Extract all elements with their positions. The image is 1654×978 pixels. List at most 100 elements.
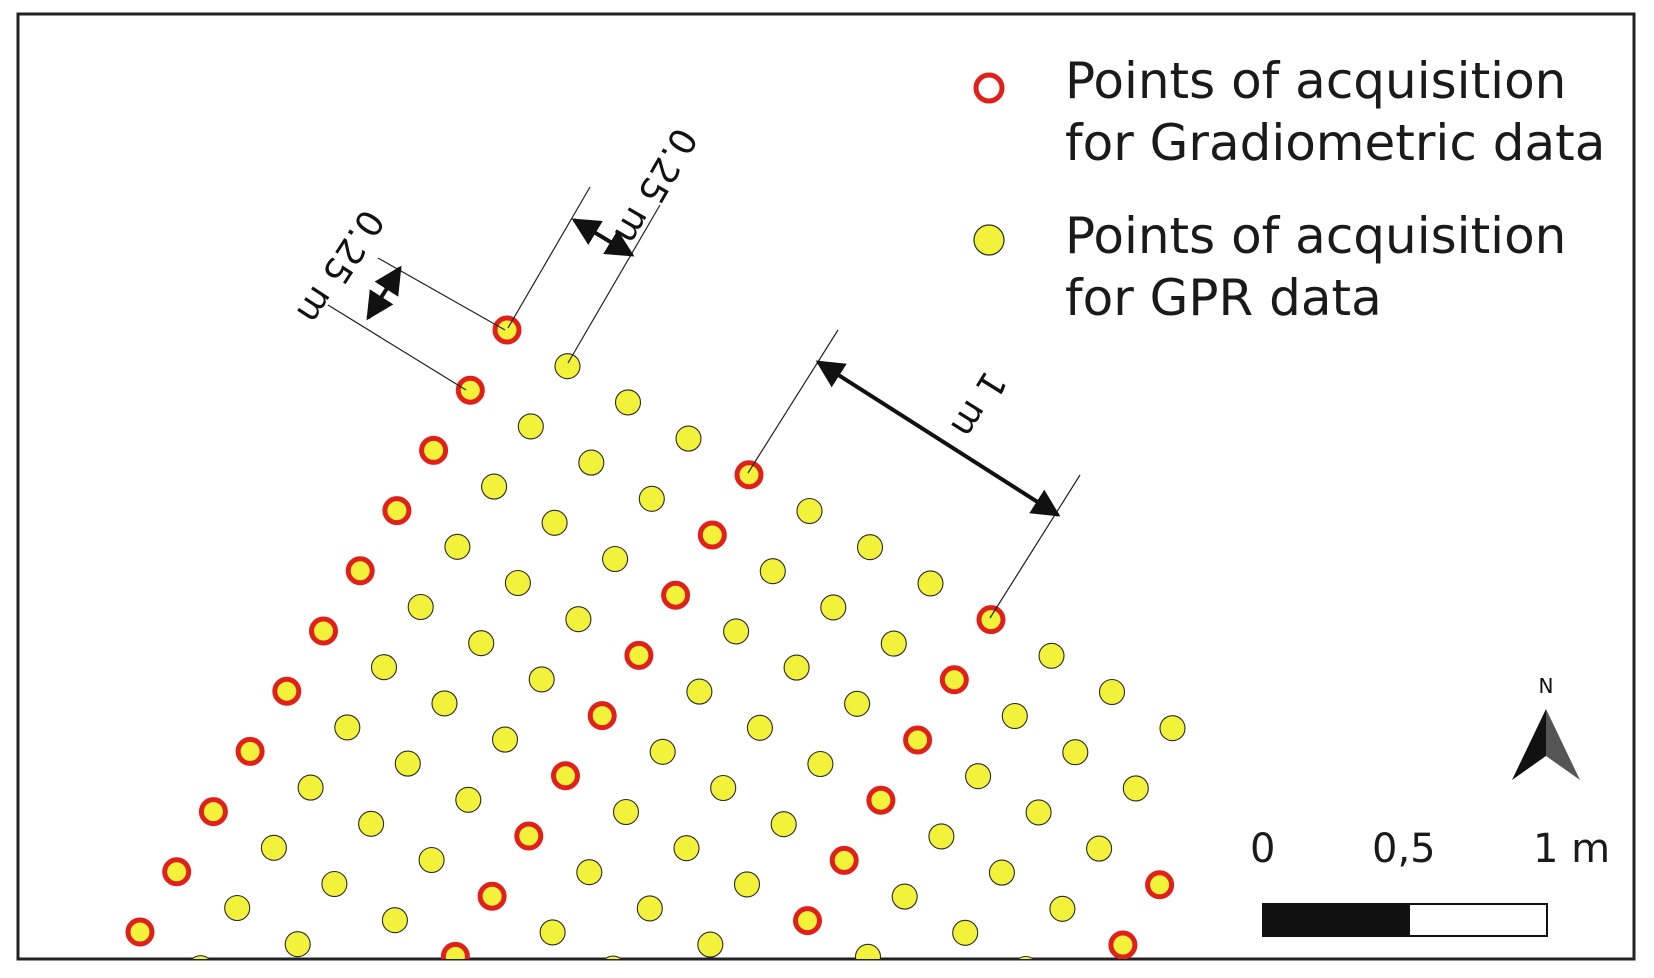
gpr-point (783, 654, 810, 681)
gpr-point (746, 714, 773, 741)
gradiometric-point (455, 375, 485, 405)
gpr-point (431, 690, 458, 717)
gpr-point (891, 883, 918, 910)
gpr-point (565, 606, 592, 633)
gpr-point (1122, 775, 1149, 802)
gpr-point (407, 593, 434, 621)
legend-gpr-text: Points of acquisition for GPR data (1065, 205, 1566, 329)
gpr-point (880, 630, 907, 657)
gpr-point (770, 811, 797, 838)
gpr-point (614, 389, 642, 416)
gpr-point (988, 859, 1015, 886)
gradiometric-point (162, 857, 192, 887)
gradiometric-point (309, 616, 338, 646)
gpr-point (517, 413, 544, 440)
gpr-point (481, 473, 508, 500)
legend-gpr-line1: Points of acquisition (1065, 207, 1567, 265)
gpr-point (1159, 715, 1186, 742)
gradiometric-point (759, 969, 783, 974)
gpr-point (796, 497, 823, 525)
scale-bar-segment-dark (1262, 903, 1410, 937)
gpr-point (321, 870, 348, 898)
gradiometric-point (734, 460, 764, 490)
gpr-point (578, 449, 605, 476)
gpr-point (759, 558, 786, 585)
gpr-point (576, 859, 603, 886)
gpr-point (541, 509, 568, 536)
scale-label-0-5: 0,5 (1372, 826, 1436, 872)
gpr-point (733, 871, 761, 898)
extension-line (989, 474, 1081, 619)
gpr-point (673, 835, 700, 862)
scale-label-1m: 1 m (1533, 826, 1611, 872)
gpr-point (491, 726, 519, 753)
gradiometric-point (1145, 870, 1175, 900)
gpr-point (1025, 799, 1052, 826)
gpr-point (952, 919, 979, 946)
gpr-point (638, 485, 665, 512)
gpr-point (370, 654, 398, 681)
gradiometric-point (125, 917, 155, 947)
gradiometric-point (345, 556, 375, 586)
gpr-point (381, 907, 408, 934)
gpr-point (1049, 895, 1076, 922)
gradiometric-point (829, 845, 859, 875)
gpr-point (1062, 739, 1089, 766)
gpr-point (820, 594, 847, 621)
scale-bar-segment-light (1408, 903, 1548, 937)
gpr-point (554, 353, 581, 380)
gradiometric-point (198, 797, 228, 827)
gradiometric-point (272, 676, 302, 706)
gradiometric-point (551, 761, 580, 791)
scale-bar (1262, 903, 1548, 937)
dimension-arrow (366, 265, 402, 321)
gpr-point (844, 690, 871, 717)
gpr-point (697, 931, 724, 958)
gradiometric-point (697, 520, 727, 550)
dimension-arrow (815, 360, 1061, 517)
gpr-point (710, 774, 737, 802)
gradiometric-point (514, 821, 544, 851)
gradiometric-point (382, 496, 412, 526)
gpr-point (1001, 702, 1028, 730)
gradiometric-point (939, 665, 969, 695)
gpr-point (1038, 642, 1065, 669)
gpr-point (504, 569, 531, 597)
gpr-point (1017, 955, 1035, 959)
gpr-point (675, 425, 702, 452)
dimension-arrow (571, 218, 635, 257)
gpr-point (539, 919, 566, 946)
gpr-point (856, 534, 884, 561)
gradiometric-point (477, 881, 507, 911)
gpr-point (528, 666, 555, 693)
gpr-point (928, 823, 955, 850)
gradiometric-point (587, 701, 617, 731)
north-arrow-icon: N (1512, 674, 1580, 780)
gpr-point (444, 533, 471, 560)
gradiometric-point (976, 605, 1006, 635)
gradiometric-point (866, 785, 896, 815)
gpr-point (965, 763, 992, 790)
gpr-point (284, 931, 311, 958)
north-label: N (1539, 674, 1554, 698)
gradiometric-point (903, 725, 933, 755)
gpr-point (1098, 678, 1126, 706)
gpr-point (334, 714, 361, 741)
legend-gpr-line2: for GPR data (1065, 269, 1382, 327)
gpr-point (723, 618, 750, 645)
gpr-point (297, 774, 324, 801)
gpr-point (191, 955, 210, 959)
gpr-point (418, 846, 445, 874)
gpr-point (602, 545, 629, 573)
gradiometric-legend-marker (973, 72, 1005, 104)
gpr-point (394, 750, 421, 777)
gpr-point (854, 943, 882, 959)
gradiometric-point (440, 941, 470, 959)
gpr-point (649, 738, 676, 765)
extension-line (747, 329, 839, 474)
gpr-point (358, 810, 385, 837)
extension-line (507, 186, 591, 329)
extension-line (327, 304, 467, 391)
